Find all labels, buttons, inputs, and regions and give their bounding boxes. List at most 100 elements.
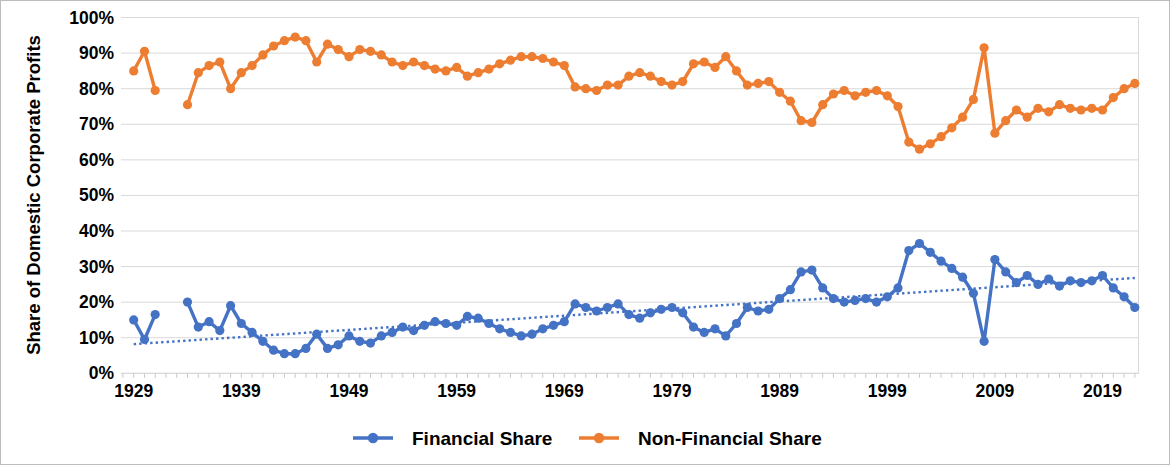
data-point-nonfinancial — [872, 86, 881, 95]
data-point-nonfinancial — [754, 79, 763, 88]
data-point-financial — [1012, 278, 1021, 287]
y-tick-label: 100% — [69, 8, 114, 28]
data-point-nonfinancial — [1120, 84, 1129, 93]
chart-frame: 0%10%20%30%40%50%60%70%80%90%100%1929193… — [0, 0, 1170, 465]
data-point-nonfinancial — [323, 40, 332, 49]
data-point-financial — [797, 267, 806, 276]
x-tick-label: 1939 — [222, 381, 261, 401]
data-point-nonfinancial — [248, 61, 257, 70]
data-point-financial — [786, 285, 795, 294]
data-point-nonfinancial — [904, 138, 913, 147]
chart-svg: 0%10%20%30%40%50%60%70%80%90%100%1929193… — [1, 1, 1169, 464]
data-point-nonfinancial — [538, 54, 547, 63]
x-tick-label: 2019 — [1083, 381, 1122, 401]
legend-marker-dot-nonfinancial — [594, 433, 604, 443]
data-point-nonfinancial — [549, 57, 558, 66]
data-point-nonfinancial — [301, 36, 310, 45]
data-point-nonfinancial — [334, 45, 343, 54]
legend-item-nonfinancial: Non-Financial Share — [579, 428, 822, 449]
data-point-financial — [344, 331, 353, 340]
data-point-financial — [893, 283, 902, 292]
data-point-nonfinancial — [495, 59, 504, 68]
data-point-financial — [1066, 276, 1075, 285]
data-point-nonfinancial — [258, 50, 267, 59]
y-tick-label: 30% — [79, 257, 114, 277]
data-point-financial — [829, 294, 838, 303]
data-point-financial — [872, 298, 881, 307]
data-point-financial — [915, 239, 924, 248]
data-point-nonfinancial — [883, 91, 892, 100]
data-point-nonfinancial — [409, 57, 418, 66]
data-point-financial — [818, 283, 827, 292]
data-point-nonfinancial — [237, 68, 246, 77]
data-point-financial — [700, 328, 709, 337]
data-point-nonfinancial — [366, 47, 375, 56]
data-point-financial — [1120, 292, 1129, 301]
data-point-nonfinancial — [441, 66, 450, 75]
data-point-financial — [420, 321, 429, 330]
data-point-financial — [1130, 303, 1139, 312]
data-point-nonfinancial — [958, 113, 967, 122]
data-point-financial — [1087, 276, 1096, 285]
data-point-nonfinancial — [463, 72, 472, 81]
data-point-nonfinancial — [452, 63, 461, 72]
data-point-financial — [969, 289, 978, 298]
data-point-financial — [129, 315, 138, 324]
data-point-financial — [431, 317, 440, 326]
data-point-nonfinancial — [893, 102, 902, 111]
data-point-nonfinancial — [980, 43, 989, 52]
x-tick-label: 1949 — [330, 381, 369, 401]
data-point-nonfinancial — [129, 66, 138, 75]
data-point-nonfinancial — [969, 95, 978, 104]
data-point-nonfinancial — [721, 52, 730, 61]
data-point-financial — [937, 257, 946, 266]
data-point-nonfinancial — [1087, 104, 1096, 113]
data-point-financial — [183, 298, 192, 307]
data-point-financial — [549, 321, 558, 330]
x-tick-label: 1979 — [652, 381, 691, 401]
data-point-nonfinancial — [1098, 105, 1107, 114]
data-point-nonfinancial — [829, 89, 838, 98]
data-point-financial — [689, 323, 698, 332]
data-point-nonfinancial — [205, 61, 214, 70]
data-point-nonfinancial — [786, 97, 795, 106]
data-point-nonfinancial — [646, 72, 655, 81]
data-point-nonfinancial — [915, 145, 924, 154]
data-point-financial — [958, 273, 967, 282]
data-point-nonfinancial — [560, 61, 569, 70]
data-point-financial — [883, 292, 892, 301]
data-point-nonfinancial — [183, 100, 192, 109]
data-point-nonfinancial — [990, 129, 999, 138]
data-point-nonfinancial — [678, 77, 687, 86]
data-point-financial — [538, 324, 547, 333]
data-point-nonfinancial — [344, 52, 353, 61]
data-point-nonfinancial — [743, 81, 752, 90]
data-point-nonfinancial — [1130, 79, 1139, 88]
data-point-nonfinancial — [269, 41, 278, 50]
data-point-financial — [614, 299, 623, 308]
data-point-nonfinancial — [1001, 116, 1010, 125]
data-point-financial — [205, 317, 214, 326]
data-point-financial — [624, 310, 633, 319]
data-point-nonfinancial — [1033, 104, 1042, 113]
data-point-nonfinancial — [474, 68, 483, 77]
data-point-financial — [377, 331, 386, 340]
y-tick-label: 50% — [79, 185, 114, 205]
data-point-nonfinancial — [517, 52, 526, 61]
data-point-nonfinancial — [937, 132, 946, 141]
data-point-financial — [484, 319, 493, 328]
series-line-nonfinancial — [134, 37, 1135, 149]
y-tick-label: 40% — [79, 221, 114, 241]
data-point-financial — [1076, 278, 1085, 287]
data-point-financial — [775, 294, 784, 303]
data-point-nonfinancial — [388, 57, 397, 66]
data-point-financial — [194, 323, 203, 332]
data-point-financial — [506, 328, 515, 337]
data-point-nonfinancial — [775, 88, 784, 97]
data-point-financial — [904, 246, 913, 255]
data-point-nonfinancial — [635, 68, 644, 77]
data-point-nonfinancial — [850, 91, 859, 100]
data-point-nonfinancial — [1023, 113, 1032, 122]
data-point-financial — [398, 323, 407, 332]
data-point-nonfinancial — [151, 86, 160, 95]
